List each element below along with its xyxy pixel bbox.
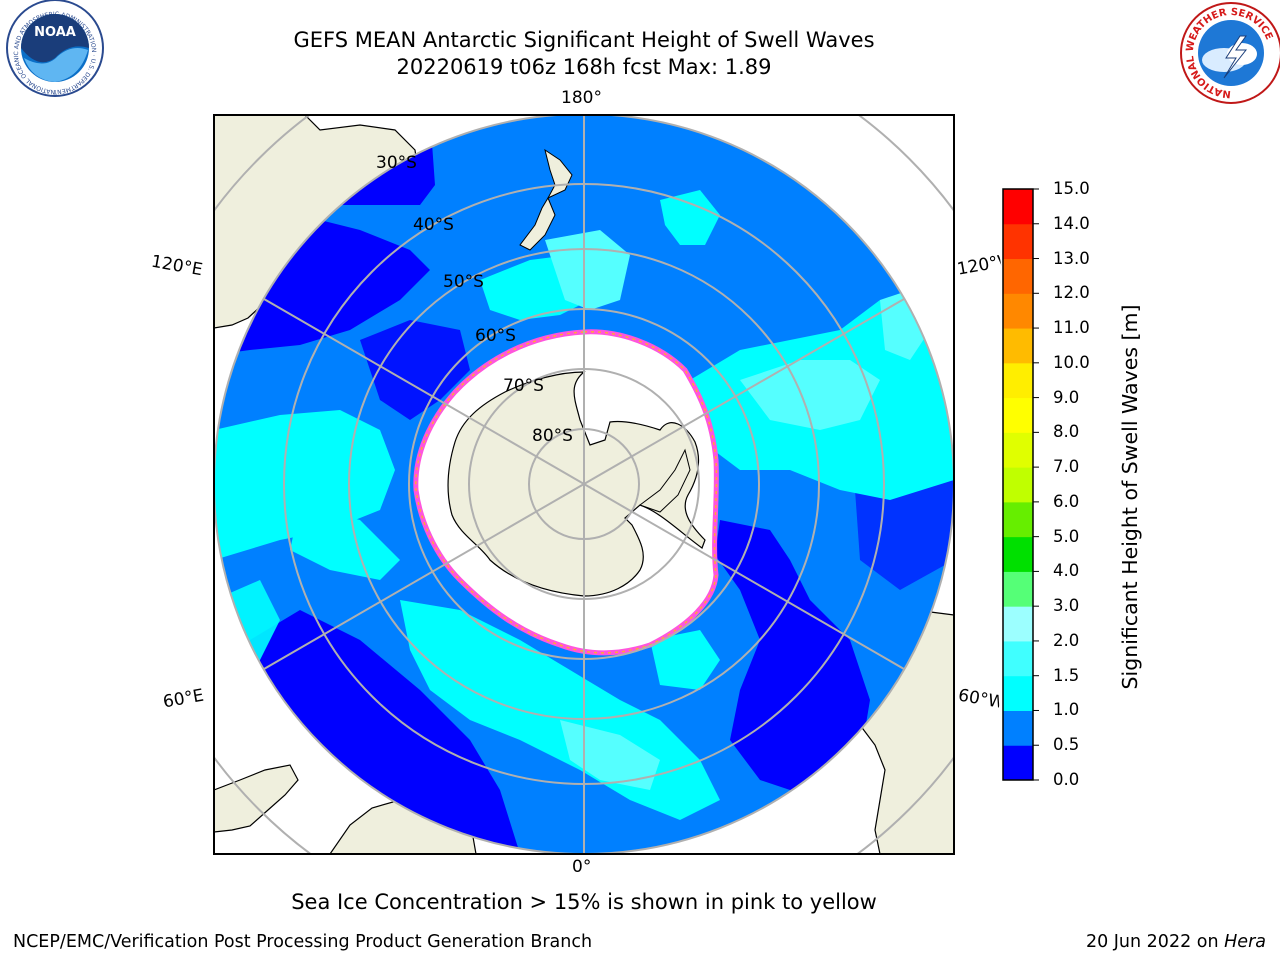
lat-label-60s: 60°S [475, 326, 516, 346]
map-frame [213, 114, 955, 855]
footer-credit: NCEP/EMC/Verification Post Processing Pr… [13, 932, 593, 952]
colorbar [1002, 188, 1039, 781]
latitude-labels: 30°S 40°S 50°S 60°S 70°S 80°S [376, 153, 573, 446]
colorbar-band [1003, 501, 1033, 538]
colorbar-band [1003, 328, 1033, 364]
lat-label-70s: 70°S [503, 376, 544, 396]
lat-label-50s: 50°S [443, 272, 484, 292]
footer-date: 20 Jun 2022 on Hera [1086, 932, 1266, 952]
colorbar-band [1003, 362, 1033, 399]
colorbar-band [1003, 745, 1033, 781]
colorbar-band [1003, 189, 1033, 225]
antarctica-landmass [447, 371, 706, 597]
colorbar-tick-label: 1.0 [1053, 700, 1080, 720]
map-title: GEFS MEAN Antarctic Significant Height o… [293, 28, 875, 52]
colorbar-band [1003, 467, 1033, 503]
lat-label-30s: 30°S [376, 153, 417, 173]
colorbar-tick-label: 2.0 [1053, 630, 1080, 650]
map-subtitle: 20220619 t06z 168h fcst Max: 1.89 [396, 55, 772, 79]
colorbar-band [1003, 397, 1033, 433]
colorbar-tick-label: 12.0 [1053, 283, 1090, 303]
footer-date-text: 20 Jun 2022 on [1085, 932, 1225, 952]
noaa-logo-text: NOAA [34, 25, 76, 40]
colorbar-tick-label: 6.0 [1053, 491, 1080, 511]
lat-label-40s: 40°S [413, 215, 454, 235]
colorbar-tick-label: 9.0 [1053, 387, 1080, 407]
graticule [214, 115, 954, 854]
colorbar-band [1003, 571, 1033, 607]
polar-map: 30°S 40°S 50°S 60°S 70°S 80°S [213, 114, 955, 855]
colorbar-tick-label: 4.0 [1053, 561, 1080, 581]
colorbar-band [1003, 606, 1033, 642]
lon-label-180: 180° [561, 88, 602, 108]
nws-logo: NATIONAL WEATHER SERVICE [1180, 2, 1280, 104]
colorbar-band [1003, 536, 1033, 572]
colorbar-tick-label: 0.5 [1053, 735, 1080, 755]
colorbar-band [1003, 432, 1033, 468]
colorbar-band [1003, 223, 1033, 260]
colorbar-tick-label: 1.5 [1053, 665, 1080, 685]
colorbar-tick-label: 14.0 [1053, 213, 1090, 233]
colorbar-tick-label: 13.0 [1053, 248, 1090, 268]
colorbar-tick-label: 5.0 [1053, 526, 1080, 546]
colorbar-band [1003, 710, 1033, 746]
colorbar-tick-label: 0.0 [1053, 770, 1080, 789]
lat-label-80s: 80°S [532, 426, 573, 446]
colorbar-tick-label: 7.0 [1053, 457, 1080, 477]
colorbar-band [1003, 258, 1033, 294]
colorbar-title: Significant Height of Swell Waves [m] [1118, 304, 1142, 690]
lon-label-0: 0° [572, 857, 592, 877]
noaa-logo: NATIONAL OCEANIC AND ATMOSPHERIC ADMINIS… [0, 0, 104, 97]
footer-host: Hera [1224, 932, 1266, 952]
colorbar-tick-label: 3.0 [1053, 596, 1080, 616]
colorbar-tick-label: 10.0 [1053, 352, 1090, 372]
colorbar-band [1003, 640, 1033, 677]
colorbar-band [1003, 675, 1033, 711]
colorbar-tick-label: 15.0 [1053, 179, 1090, 198]
sea-ice-note: Sea Ice Concentration > 15% is shown in … [291, 890, 877, 914]
colorbar-tick-label: 11.0 [1053, 318, 1090, 338]
colorbar-band [1003, 293, 1033, 329]
colorbar-tick-label: 8.0 [1053, 422, 1080, 442]
colorbar-bands [1003, 189, 1033, 781]
colorbar-frame [1002, 188, 1034, 781]
